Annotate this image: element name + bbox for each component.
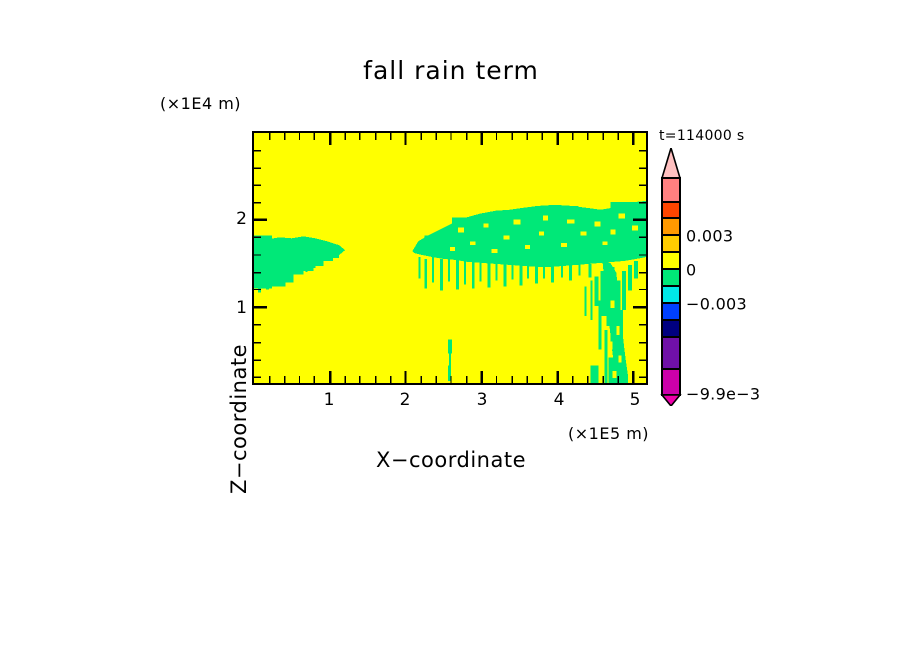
contour-field bbox=[254, 133, 646, 383]
y-tick-label: 1 bbox=[236, 298, 247, 318]
y-tick-labels: 1 2 bbox=[215, 131, 247, 385]
colorbar-labels: 0.003 0 −0.003 −9.9e−3 bbox=[686, 162, 816, 404]
x-tick-label: 5 bbox=[629, 390, 641, 410]
colorbar-label: 0.003 bbox=[686, 226, 734, 246]
y-tick-label: 2 bbox=[236, 209, 247, 229]
time-annotation: t=114000 s bbox=[659, 128, 745, 144]
x-tick-labels: 1 2 3 4 5 bbox=[252, 390, 652, 414]
x-axis-label: X−coordinate bbox=[376, 448, 526, 472]
axis-ticks bbox=[254, 133, 646, 383]
page-title: fall rain term bbox=[363, 56, 539, 85]
y-axis-label-wrap: Z−coordinate bbox=[200, 160, 251, 494]
x-tick-label: 4 bbox=[553, 390, 565, 410]
x-tick-label: 1 bbox=[323, 390, 335, 410]
colorbar-swatches bbox=[660, 148, 682, 406]
x-axis-unit-label: (×1E5 m) bbox=[568, 424, 650, 443]
y-axis-label: Z−coordinate bbox=[227, 344, 251, 494]
x-tick-label: 2 bbox=[399, 390, 411, 410]
colorbar-label: 0 bbox=[686, 260, 697, 280]
colorbar-label: −0.003 bbox=[686, 294, 748, 314]
y-axis-unit-label: (×1E4 m) bbox=[160, 94, 242, 113]
plot-area bbox=[252, 131, 648, 385]
x-tick-label: 3 bbox=[476, 390, 488, 410]
colorbar-label: −9.9e−3 bbox=[686, 384, 761, 404]
